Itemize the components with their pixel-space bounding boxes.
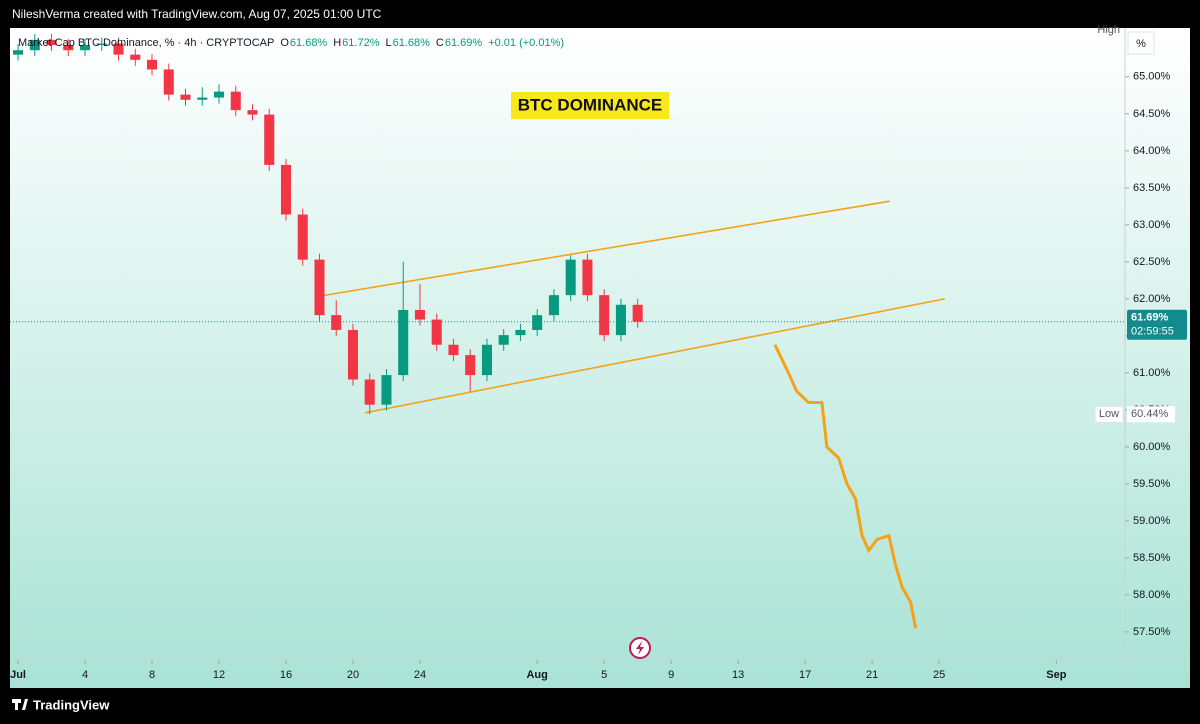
unit-button[interactable] [1127,31,1155,55]
candle-body [632,304,643,322]
candle-body [113,43,124,55]
x-tick-label: 8 [149,669,155,681]
low-value-label: 60.44% [1131,408,1169,420]
candle-body [146,59,158,70]
candle-body [180,94,191,100]
y-tick-label: 61.00% [1133,367,1171,379]
candle-body [532,315,543,330]
candle-body [448,344,459,356]
snap-icon [629,637,651,659]
x-tick-label: 24 [414,669,426,681]
y-tick-label: 59.00% [1133,515,1171,527]
trend-line [364,298,945,414]
x-tick-label: 21 [866,669,878,681]
x-tick-label: 12 [213,669,225,681]
candle-body [163,69,174,95]
y-tick-label: 60.00% [1133,441,1171,453]
candle-body [431,319,442,345]
y-tick-label: 65.00% [1133,71,1171,83]
chart-background [10,28,1190,688]
y-tick-label: 59.50% [1133,478,1171,490]
x-tick-label: 5 [601,669,607,681]
x-tick-label: 20 [347,669,359,681]
x-tick-label: 9 [668,669,674,681]
footer-brand: TradingView [33,697,110,712]
countdown: 02:59:55 [1131,326,1174,338]
y-tick-label: 63.00% [1133,219,1171,231]
projection-line [773,344,918,629]
candle-body [414,309,425,320]
legend-ohlc-value: 61.69% [445,37,483,49]
last-price-box [1127,309,1187,340]
x-tick-label: 16 [280,669,292,681]
low-marker-label: Low [1099,408,1119,420]
x-tick-label: 17 [799,669,811,681]
high-marker-label: High [1097,24,1120,36]
unit-button-label[interactable]: % [1136,38,1146,50]
legend-ohlc-value: 61.68% [393,37,431,49]
candle-body [548,295,559,316]
legend-change: +0.01 (+0.01%) [488,37,564,49]
candle-body [314,259,325,316]
candle-body [46,39,57,46]
candle-body [13,50,24,55]
x-tick-label: 4 [82,669,88,681]
annotation-box [511,92,669,119]
legend-ohlc-key: H [333,37,341,49]
candle-body [465,355,476,376]
candle-body [364,379,375,405]
low-value-box [1127,406,1175,423]
candle-body [381,375,392,405]
legend-ohlc-key: O [280,37,289,49]
annotation: BTC DOMINANCE [518,95,663,114]
header-credit: NileshVerma created with TradingView.com… [12,7,382,21]
candle-body [599,295,610,336]
x-tick-label: Jul [10,669,26,681]
y-tick-label: 58.00% [1133,589,1171,601]
candle-body [96,43,107,46]
legend-symbol: Market Cap BTC Dominance, % · 4h · CRYPT… [18,37,274,49]
candle-body [264,114,275,165]
legend-ohlc-key: C [436,37,444,49]
tradingview-logo [12,699,28,710]
legend-ohlc-value: 61.68% [290,37,328,49]
candle-body [347,329,358,380]
y-tick-label: 64.00% [1133,145,1171,157]
y-tick-label: 62.00% [1133,293,1171,305]
candle-body [297,214,308,260]
candle-body [29,39,40,51]
candle-body [230,91,241,111]
y-tick-label: 58.50% [1133,552,1171,564]
legend-ohlc-key: L [385,37,391,49]
candle-body [331,315,342,330]
candle-body [515,329,526,336]
y-tick-label: 57.50% [1133,626,1171,638]
candle-body [498,335,509,345]
legend-ohlc-value: 61.72% [342,37,380,49]
candle-body [398,309,409,376]
candle-body [280,164,292,215]
candle-body [582,259,593,296]
trend-line [316,200,891,298]
candle-body [247,110,258,115]
x-tick-label: Sep [1046,669,1066,681]
low-marker-box [1094,405,1124,423]
y-tick-label: 63.50% [1133,182,1171,194]
x-tick-label: 13 [732,669,744,681]
candle-body [565,259,576,296]
candle-body [481,344,492,376]
candle-body [130,54,141,60]
candle-body [80,45,91,51]
candle-body [63,45,74,51]
candle-body [197,97,208,100]
candle-body [213,91,225,98]
y-tick-label: 62.50% [1133,256,1171,268]
last-price-label: 61.69% [1131,312,1169,324]
x-tick-label: 25 [933,669,945,681]
candle-body [615,304,626,336]
y-tick-label: 64.50% [1133,108,1171,120]
x-tick-label: Aug [526,669,547,681]
